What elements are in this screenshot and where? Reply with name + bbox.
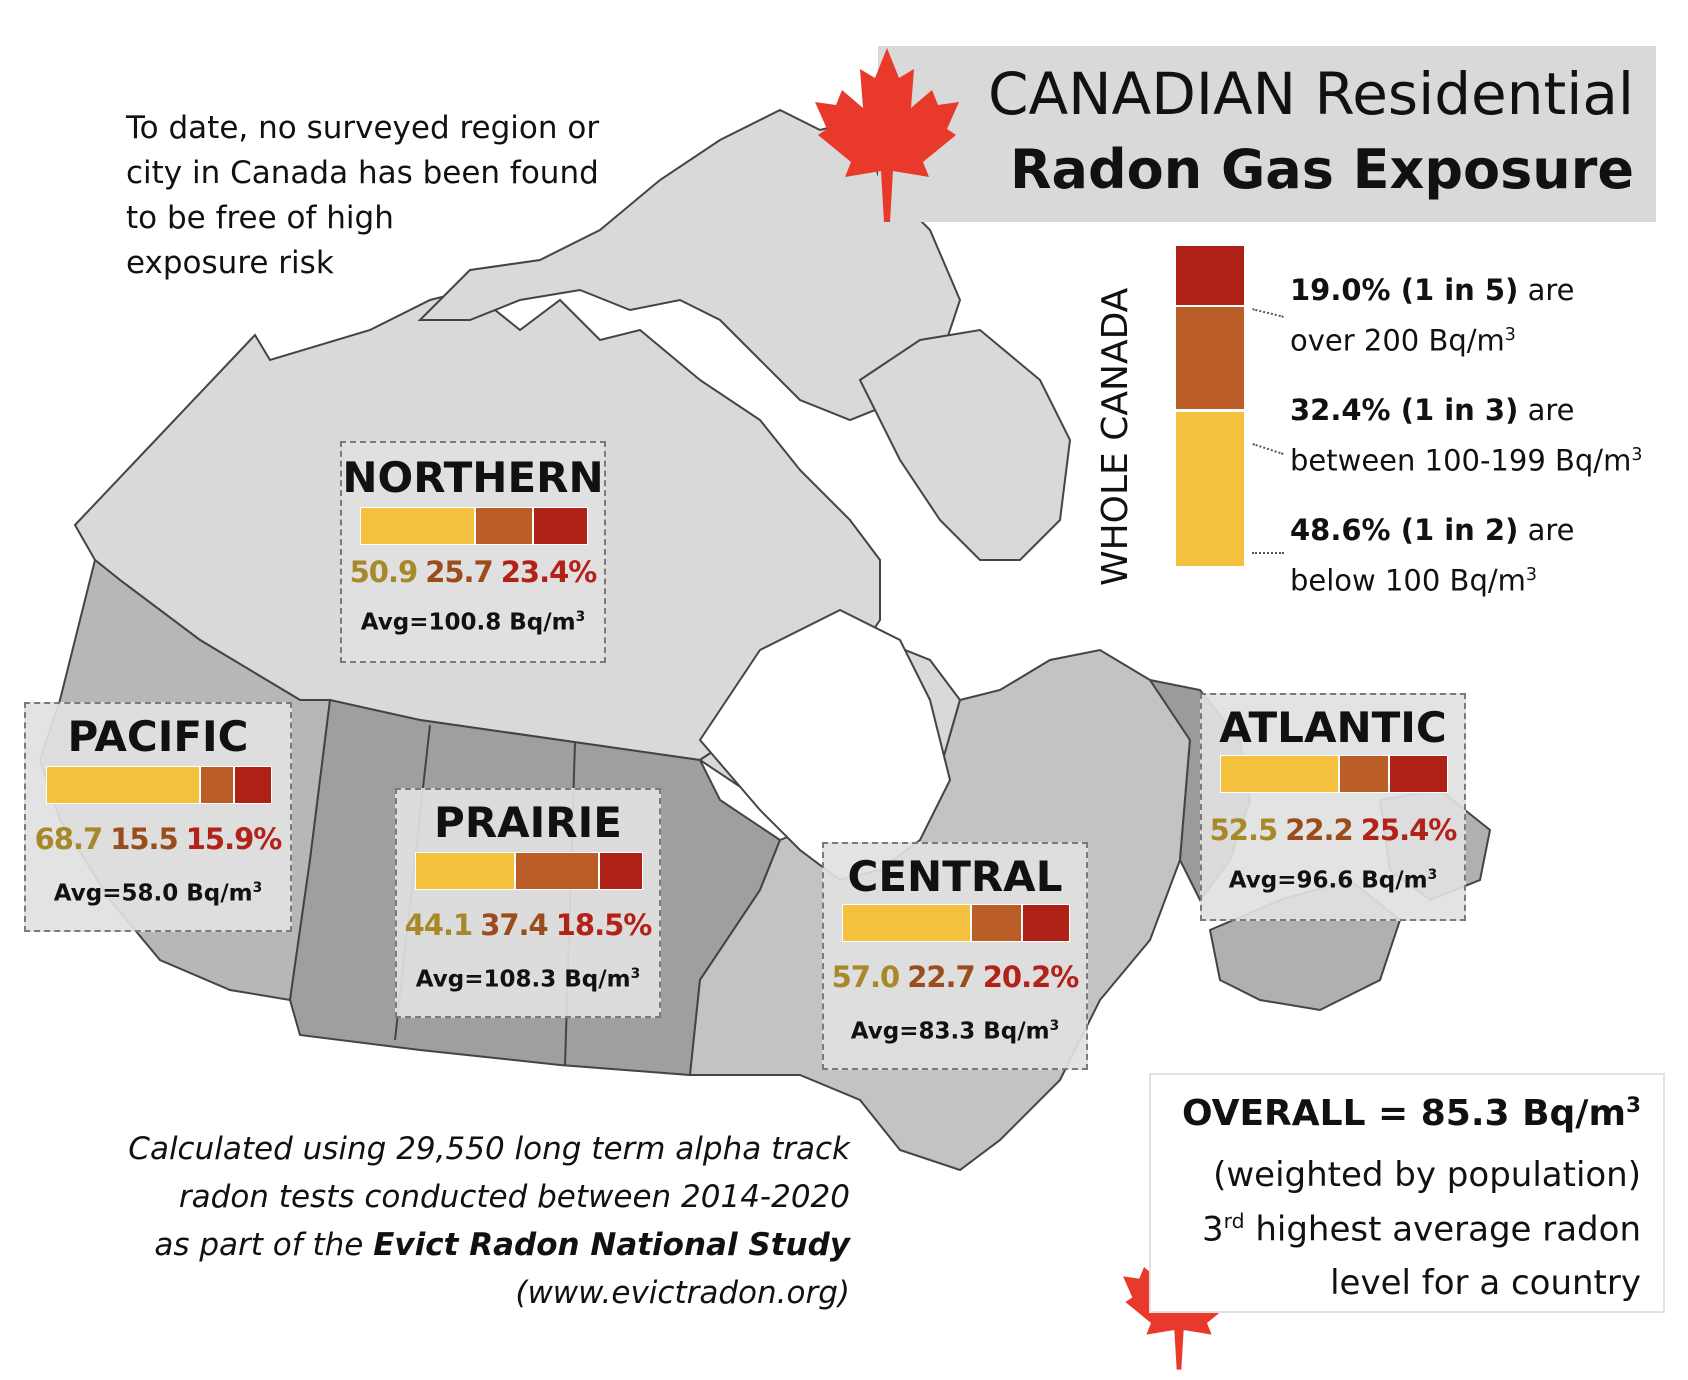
region-name: NORTHERN xyxy=(342,453,604,502)
footnote: Calculated using 29,550 long term alpha … xyxy=(90,1125,850,1317)
arctic-islands-land xyxy=(417,108,962,422)
bar-segment-high xyxy=(1389,756,1447,792)
region-pacific: PACIFIC 68.7 15.5 15.9% Avg=58.0 Bq/m3 xyxy=(24,702,292,932)
bar-segment-mid xyxy=(971,905,1024,941)
bar-segment-low xyxy=(416,853,516,889)
region-values: 50.9 25.7 23.4% xyxy=(342,555,604,589)
value-high: 15.9% xyxy=(185,822,283,856)
region-bar xyxy=(46,766,272,804)
footnote-line-4: (www.evictradon.org) xyxy=(515,1275,850,1311)
bar-segment-high xyxy=(534,508,587,544)
region-bar xyxy=(360,507,588,545)
value-high: 23.4% xyxy=(500,555,598,589)
title-line-1: CANADIAN Residential xyxy=(988,60,1634,128)
value-mid: 15.5 xyxy=(110,822,179,856)
region-average: Avg=58.0 Bq/m3 xyxy=(53,880,263,907)
region-values: 57.0 22.7 20.2% xyxy=(824,960,1086,994)
title-box: CANADIAN Residential Radon Gas Exposure xyxy=(878,46,1656,222)
value-low: 52.5 xyxy=(1209,813,1279,847)
region-values: 68.7 15.5 15.9% xyxy=(26,822,290,856)
region-name: PRAIRIE xyxy=(434,798,622,847)
region-prairie: PRAIRIE 44.1 37.4 18.5% Avg=108.3 Bq/m3 xyxy=(395,788,661,1018)
baffin-island-land xyxy=(858,328,1072,561)
bar-segment-mid xyxy=(515,853,601,889)
whole-canada-segment-high xyxy=(1176,246,1244,306)
whole-canada-segment-mid xyxy=(1176,307,1244,410)
footnote-line-2: radon tests conducted between 2014-2020 xyxy=(178,1179,850,1215)
overall-rank: 3rd highest average radon xyxy=(1201,1209,1641,1250)
overall-weighted-note: (weighted by population) xyxy=(1213,1155,1641,1195)
maple-leaf-icon xyxy=(815,48,959,222)
region-average: Avg=100.8 Bq/m3 xyxy=(360,609,586,636)
bar-segment-high xyxy=(235,767,271,803)
value-mid: 25.7 xyxy=(425,555,494,589)
overall-rank-line-2: level for a country xyxy=(1330,1263,1641,1303)
value-high: 18.5% xyxy=(555,908,653,942)
region-average: Avg=96.6 Bq/m3 xyxy=(1228,867,1438,894)
region-average: Avg=108.3 Bq/m3 xyxy=(415,966,641,993)
region-bar xyxy=(842,904,1070,942)
overall-box: OVERALL = 85.3 Bq/m3 (weighted by popula… xyxy=(1149,1073,1665,1313)
region-average: Avg=83.3 Bq/m3 xyxy=(850,1018,1060,1045)
region-name: ATLANTIC xyxy=(1219,703,1447,752)
legend-text-mid: 32.4% (1 in 3) are between 100-199 Bq/m3 xyxy=(1290,393,1643,478)
bar-segment-high xyxy=(1023,905,1069,941)
bar-segment-low xyxy=(47,767,201,803)
hudson-bay-water xyxy=(698,608,952,882)
bar-segment-mid xyxy=(476,508,535,544)
region-bar xyxy=(1220,755,1448,793)
whole-canada-segment-low xyxy=(1176,411,1244,566)
legend-text-low: 48.6% (1 in 2) are below 100 Bq/m3 xyxy=(1290,513,1575,598)
value-low: 50.9 xyxy=(349,555,419,589)
region-name: CENTRAL xyxy=(847,852,1063,901)
intro-text: To date, no surveyed region or city in C… xyxy=(126,110,600,281)
bar-segment-high xyxy=(600,853,642,889)
bar-segment-low xyxy=(1221,756,1340,792)
legend-connector xyxy=(1252,552,1284,554)
value-low: 68.7 xyxy=(34,822,104,856)
region-central: CENTRAL 57.0 22.7 20.2% Avg=83.3 Bq/m3 xyxy=(822,842,1088,1070)
region-atlantic: ATLANTIC 52.5 22.2 25.4% Avg=96.6 Bq/m3 xyxy=(1200,693,1466,921)
overall-title: OVERALL = 85.3 Bq/m3 xyxy=(1181,1093,1641,1134)
region-bar xyxy=(415,852,643,890)
region-northern: NORTHERN 50.9 25.7 23.4% Avg=100.8 Bq/m3 xyxy=(340,441,606,663)
value-low: 44.1 xyxy=(404,908,474,942)
region-values: 52.5 22.2 25.4% xyxy=(1202,813,1464,847)
region-values: 44.1 37.4 18.5% xyxy=(397,908,659,942)
bar-segment-mid xyxy=(200,767,236,803)
footnote-line-1: Calculated using 29,550 long term alpha … xyxy=(128,1131,850,1167)
value-low: 57.0 xyxy=(831,960,901,994)
bar-segment-mid xyxy=(1339,756,1390,792)
region-name: PACIFIC xyxy=(67,712,249,761)
value-high: 20.2% xyxy=(982,960,1080,994)
bar-segment-low xyxy=(843,905,972,941)
footnote-line-3: as part of the Evict Radon National Stud… xyxy=(154,1227,850,1263)
value-mid: 37.4 xyxy=(480,908,549,942)
whole-canada-label: WHOLE CANADA xyxy=(1095,287,1136,586)
legend-text-high: 19.0% (1 in 5) are over 200 Bq/m3 xyxy=(1290,273,1575,358)
value-mid: 22.2 xyxy=(1285,813,1354,847)
value-mid: 22.7 xyxy=(907,960,976,994)
bar-segment-low xyxy=(361,508,477,544)
value-high: 25.4% xyxy=(1360,813,1458,847)
title-line-2: Radon Gas Exposure xyxy=(1009,138,1634,201)
